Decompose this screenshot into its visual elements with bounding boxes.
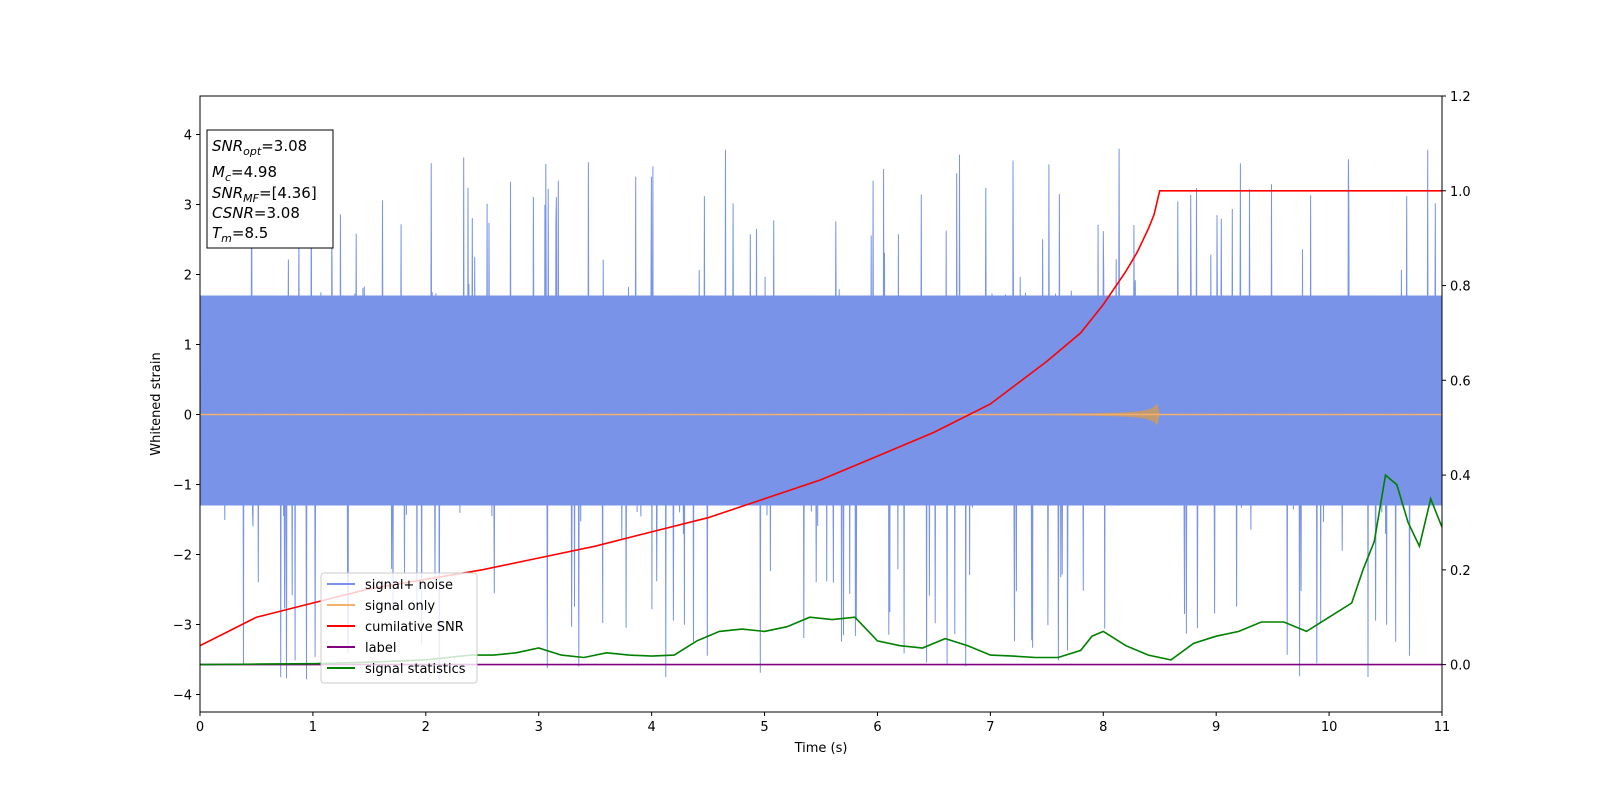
x-tick-label: 9 [1212,720,1220,735]
csnr-name: CSNR [212,204,254,222]
snr-mf-value: =[4.36] [259,184,317,202]
snr-mf-name: SNR [212,184,243,202]
y2-tick-label: 0.2 [1450,564,1471,579]
y-tick-label: 0 [184,409,192,424]
tm-sub: m [221,232,232,245]
annotation-csnr: CSNR=3.08 [212,204,300,222]
y2-tick-label: 0.4 [1450,469,1471,484]
y-axis-left-ticks: −4 −3 −2 −1 0 1 2 3 4 [173,129,200,704]
x-tick-label: 2 [422,720,430,735]
legend-label-label: label [365,641,396,656]
x-tick-label: 8 [1099,720,1107,735]
legend-label-signal-noise: signal+ noise [365,578,453,593]
tm-name: T [212,224,223,242]
plot-frame [199,95,1443,713]
series-signal-noise-line [200,148,1442,680]
series-layer [200,148,1442,680]
legend-frame [320,572,478,684]
y2-tick-label: 0.0 [1450,659,1471,674]
y-tick-label: 2 [184,269,192,284]
y-tick-label: −2 [173,549,192,564]
x-tick-label: 5 [760,720,768,735]
x-tick-label: 1 [309,720,317,735]
snr-opt-value: =3.08 [261,137,307,155]
legend-label-signal-only: signal only [365,599,435,614]
legend-label-signal-statistics: signal statistics [365,662,466,677]
annotation-snr-mf: SNRMF=[4.36] [212,184,317,205]
tm-value: =8.5 [232,224,268,242]
x-tick-label: 6 [873,720,881,735]
mc-name: M [212,163,225,181]
x-tick-label: 0 [196,720,204,735]
y2-tick-label: 1.0 [1450,185,1471,200]
x-tick-label: 4 [647,720,655,735]
stats-annotation-box: SNRopt=3.08 Mc=4.98 SNRMF=[4.36] CSNR=3.… [206,129,334,249]
y-tick-label: −4 [173,689,192,704]
x-tick-label: 10 [1321,720,1338,735]
y-tick-label: −1 [173,479,192,494]
y2-tick-label: 0.6 [1450,374,1471,389]
series-signal-statistics-line [200,473,1442,666]
y-tick-label: 3 [184,199,192,214]
csnr-value: =3.08 [254,204,300,222]
y2-tick-label: 0.8 [1450,280,1471,295]
y-axis-label: Whitened strain [149,352,164,455]
y-tick-label: −3 [173,619,192,634]
annotation-frame [206,129,334,249]
annotation-tm: Tm=8.5 [212,224,268,245]
y-tick-label: 4 [184,129,192,144]
x-tick-label: 11 [1434,720,1451,735]
mc-value: =4.98 [231,163,277,181]
annotation-snr-opt: SNRopt=3.08 [212,137,307,158]
y-axis-right-ticks: 0.0 0.2 0.4 0.6 0.8 1.0 1.2 [1442,90,1471,674]
legend-label-cumulative-snr: cumilative SNR [365,620,464,635]
y-tick-label: 1 [184,339,192,354]
x-tick-label: 3 [535,720,543,735]
legend: signal+ noise signal only cumilative SNR… [320,572,478,684]
annotation-mc: Mc=4.98 [212,163,277,184]
x-tick-label: 7 [986,720,994,735]
snr-mf-sub: MF [243,192,259,205]
snr-opt-sub: opt [243,145,262,158]
snr-opt-name: SNR [212,137,243,155]
x-axis-label: Time (s) [794,741,848,756]
mc-sub: c [225,171,231,184]
y2-tick-label: 1.2 [1450,90,1471,105]
x-axis-ticks: 0 1 2 3 4 5 6 7 8 9 10 11 [196,712,1450,735]
